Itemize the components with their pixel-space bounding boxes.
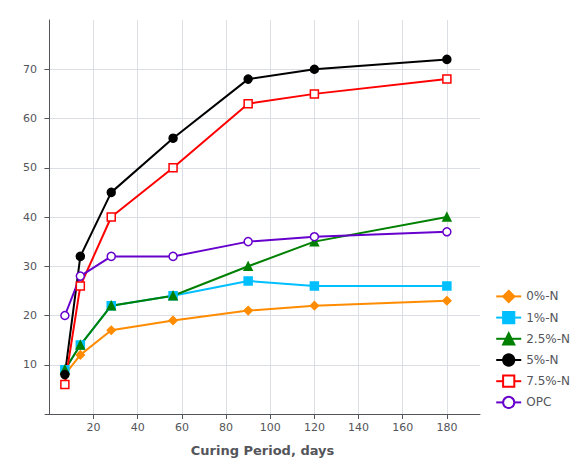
svg-text:140: 140 <box>348 421 369 434</box>
svg-text:120: 120 <box>304 421 325 434</box>
svg-text:20: 20 <box>23 309 37 322</box>
svg-text:1%-N: 1%-N <box>526 311 558 325</box>
svg-text:30: 30 <box>23 260 37 273</box>
svg-text:180: 180 <box>436 421 457 434</box>
svg-text:40: 40 <box>23 211 37 224</box>
svg-text:Curing Period, days: Curing Period, days <box>191 443 335 458</box>
svg-text:OPC: OPC <box>526 395 551 409</box>
svg-text:40: 40 <box>131 421 145 434</box>
svg-text:0%-N: 0%-N <box>526 289 558 303</box>
svg-text:70: 70 <box>23 63 37 76</box>
svg-text:20: 20 <box>87 421 101 434</box>
svg-text:50: 50 <box>23 161 37 174</box>
svg-text:10: 10 <box>23 358 37 371</box>
svg-text:80: 80 <box>219 421 233 434</box>
svg-text:160: 160 <box>392 421 413 434</box>
svg-text:100: 100 <box>260 421 281 434</box>
svg-text:5%-N: 5%-N <box>526 353 558 367</box>
svg-text:7.5%-N: 7.5%-N <box>526 374 570 388</box>
svg-text:60: 60 <box>175 421 189 434</box>
svg-text:60: 60 <box>23 112 37 125</box>
svg-text:2.5%-N: 2.5%-N <box>526 332 570 346</box>
